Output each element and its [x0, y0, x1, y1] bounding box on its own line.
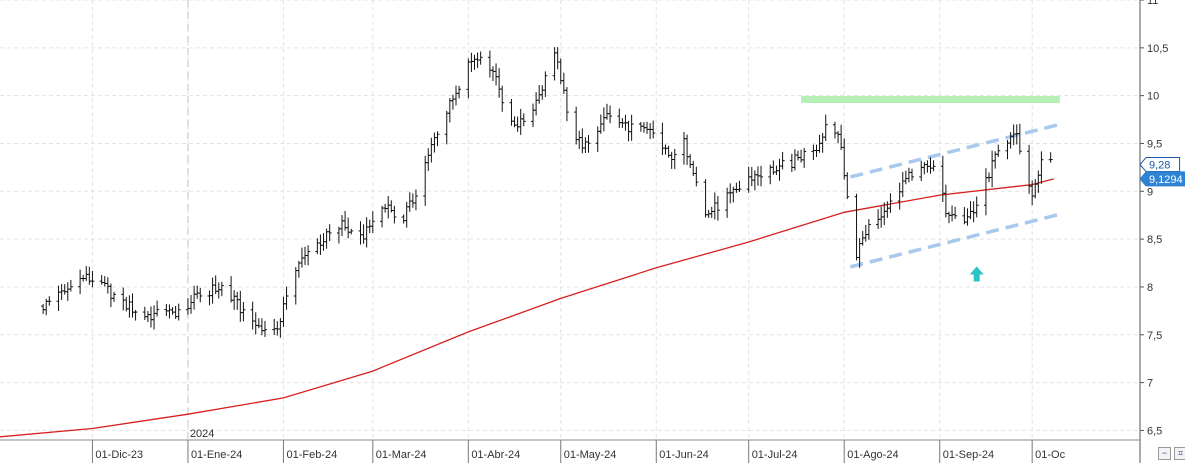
price-label-box [1139, 171, 1185, 187]
y-tick-label: 8 [1147, 282, 1153, 294]
y-tick-label: 9 [1147, 186, 1153, 198]
x-tick-label: 01-Sep-24 [943, 449, 994, 461]
price-label: 9,28 [1149, 160, 1170, 172]
y-tick-label: 6,5 [1147, 425, 1162, 437]
x-tick-label: 01-Oc [1035, 449, 1065, 461]
x-tick-label: 01-Ago-24 [847, 449, 898, 461]
x-tick-label: 01-Jun-24 [659, 449, 709, 461]
plot-area [0, 0, 1140, 440]
channel-lower-line [849, 212, 1061, 269]
x-tick-label: 01-Jul-24 [752, 449, 798, 461]
x-tick-label: 01-May-24 [564, 449, 617, 461]
x-tick-label: 01-Ene-24 [191, 449, 242, 461]
price-label: 9,1294 [1149, 174, 1183, 186]
y-tick-label: 7 [1147, 378, 1153, 390]
y-tick-label: 10 [1147, 91, 1159, 103]
price-label-box [1139, 157, 1181, 173]
channel-upper-line [849, 122, 1061, 179]
x-tick-label: 01-Abr-24 [471, 449, 520, 461]
x-tick-label: 01-Dic-23 [95, 449, 143, 461]
y-tick-label: 10,5 [1147, 43, 1168, 55]
x-tick-label: 01-Feb-24 [286, 449, 337, 461]
zoom-out-icon[interactable]: − [1158, 447, 1171, 460]
moving-average-line [0, 178, 1054, 438]
indicator-icon[interactable]: ⌗ [1174, 447, 1185, 460]
x-tick-label: 01-Mar-24 [376, 449, 427, 461]
y-tick-label: 8,5 [1147, 234, 1162, 246]
price-bars [41, 47, 1053, 338]
year-label: 2024 [190, 428, 214, 440]
y-tick-label: 11 [1147, 0, 1158, 7]
y-tick-label: 7,5 [1147, 330, 1162, 342]
up-arrow-icon [969, 266, 984, 282]
y-tick-label: 9,5 [1147, 138, 1162, 150]
